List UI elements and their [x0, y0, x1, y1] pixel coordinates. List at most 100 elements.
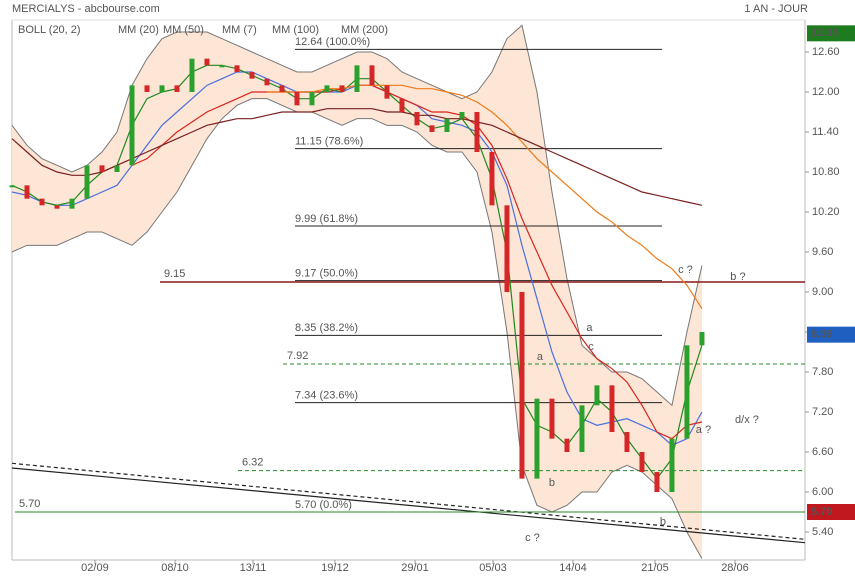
candle [294, 92, 300, 106]
wave-label: c ? [525, 532, 540, 544]
candle [699, 332, 705, 346]
candle [84, 165, 90, 199]
x-tick-label: 13/11 [240, 562, 267, 574]
y-tick-label: 11.40 [812, 126, 839, 138]
candle [564, 438, 570, 452]
candle [384, 85, 390, 99]
legend-entry: MM (200) [341, 24, 388, 36]
candle [234, 65, 240, 72]
band-fill [12, 25, 702, 559]
candle [624, 432, 630, 452]
level-label: 5.70 [19, 498, 40, 510]
price-badge-label: 5.70 [811, 506, 832, 518]
fib-label: 9.17 (50.0%) [295, 268, 358, 280]
candle [24, 185, 30, 199]
candle [579, 405, 585, 452]
candle [204, 58, 210, 66]
level-label: 9.15 [164, 268, 185, 280]
candle [159, 85, 165, 92]
candle [279, 85, 285, 92]
candle [459, 112, 465, 119]
candle [609, 385, 615, 432]
candle [519, 292, 525, 479]
legend-entry: MM (7) [222, 24, 257, 36]
y-tick-label: 7.20 [812, 406, 833, 418]
x-tick-label: 21/05 [641, 562, 669, 574]
candle [249, 72, 255, 79]
fib-label: 9.99 (61.8%) [295, 213, 358, 225]
wave-label: d/x ? [735, 414, 759, 426]
candle [639, 452, 645, 472]
price-badge [807, 25, 855, 42]
level-label: 7.92 [287, 350, 308, 362]
candle [429, 125, 435, 132]
candle [9, 185, 15, 188]
y-tick-label: 9.60 [812, 246, 833, 258]
candle [114, 165, 120, 172]
wave-label: b ? [730, 271, 745, 283]
x-tick-label: 29/01 [401, 562, 429, 574]
x-tick-label: 05/03 [479, 562, 507, 574]
candle [174, 85, 180, 92]
candle [129, 85, 135, 166]
candle [54, 205, 60, 209]
band-lower [11, 98, 703, 559]
legend-entry: MM (50) [163, 24, 204, 36]
candle [99, 165, 105, 172]
candle [549, 398, 555, 439]
candle [69, 198, 75, 209]
moving-average [11, 108, 703, 206]
x-tick-label: 19/12 [321, 562, 349, 574]
legend-entry: MM (20) [118, 24, 159, 36]
trendline [11, 467, 806, 544]
y-tick-label: 10.80 [812, 166, 840, 178]
candle [489, 152, 495, 206]
period: 1 AN - JOUR [744, 3, 808, 15]
candle [219, 65, 225, 68]
candle [444, 118, 450, 132]
price-badge [807, 326, 855, 343]
fib-label: 5.70 (0.0%) [295, 499, 352, 511]
x-tick-label: 08/10 [161, 562, 189, 574]
y-tick-label: 6.60 [812, 446, 833, 458]
candle [354, 65, 360, 92]
legend-entry: MM (100) [272, 24, 319, 36]
candle [324, 85, 330, 92]
candle [39, 198, 45, 206]
fib-label: 7.34 (23.6%) [295, 390, 358, 402]
candle [534, 398, 540, 479]
fib-label: 8.35 (38.2%) [295, 322, 358, 334]
level-label: 6.32 [242, 457, 263, 469]
candle [654, 472, 660, 492]
chart-title: MERCIALYS - abcbourse.com [12, 3, 160, 15]
legend-entry: BOLL (20, 2) [18, 24, 81, 36]
candle [669, 438, 675, 492]
fib-label: 11.15 (78.6%) [295, 136, 363, 148]
candle [264, 78, 270, 86]
y-tick-label: 6.00 [812, 486, 833, 498]
wave-label: b [549, 477, 555, 489]
candle [339, 85, 345, 92]
x-tick-label: 02/09 [81, 562, 109, 574]
y-tick-label: 12.60 [812, 46, 840, 58]
y-tick-label: 9.00 [812, 286, 833, 298]
price-badge-label: 12.88 [811, 27, 839, 39]
wave-label: b [660, 516, 666, 528]
x-tick-label: 28/06 [721, 562, 749, 574]
candle [414, 112, 420, 126]
wave-label: c ? [678, 264, 693, 276]
candle [474, 112, 480, 152]
x-tick-label: 14/04 [559, 562, 587, 574]
y-tick-label: 5.40 [812, 526, 833, 538]
candle [684, 345, 690, 439]
fib-label: 12.64 (100.0%) [295, 36, 370, 48]
y-tick-label: 12.00 [812, 86, 840, 98]
candle [369, 65, 375, 86]
wave-label: a [586, 322, 593, 334]
price-badge [807, 504, 855, 520]
candle [189, 58, 195, 92]
price-badge-label: 8.36 [811, 329, 832, 341]
candle [504, 205, 510, 292]
y-tick-label: 10.20 [812, 206, 840, 218]
